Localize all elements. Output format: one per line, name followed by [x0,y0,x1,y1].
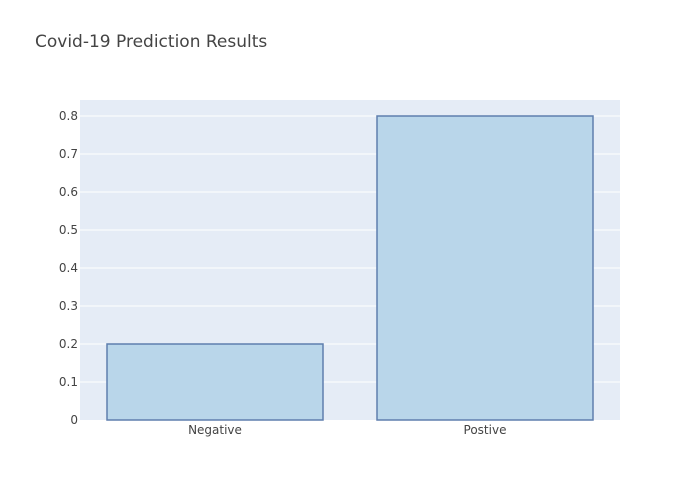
x-tick-label: Negative [188,423,242,437]
x-axis: Negative Postive [188,423,506,437]
y-tick-label: 0.6 [59,185,78,199]
y-tick-label: 0.3 [59,299,78,313]
y-tick-label: 0.4 [59,261,78,275]
y-tick-label: 0 [70,413,78,427]
y-tick-label: 0.7 [59,147,78,161]
bar-negative[interactable] [106,343,324,421]
y-tick-label: 0.8 [59,109,78,123]
y-tick-label: 0.2 [59,337,78,351]
bars [106,115,594,421]
y-tick-label: 0.5 [59,223,78,237]
bar-postive[interactable] [376,115,594,421]
x-tick-label: Postive [464,423,507,437]
y-axis: 0 0.1 0.2 0.3 0.4 0.5 0.6 0.7 0.8 [59,109,78,427]
y-tick-label: 0.1 [59,375,78,389]
chart-title: Covid-19 Prediction Results [35,32,268,52]
